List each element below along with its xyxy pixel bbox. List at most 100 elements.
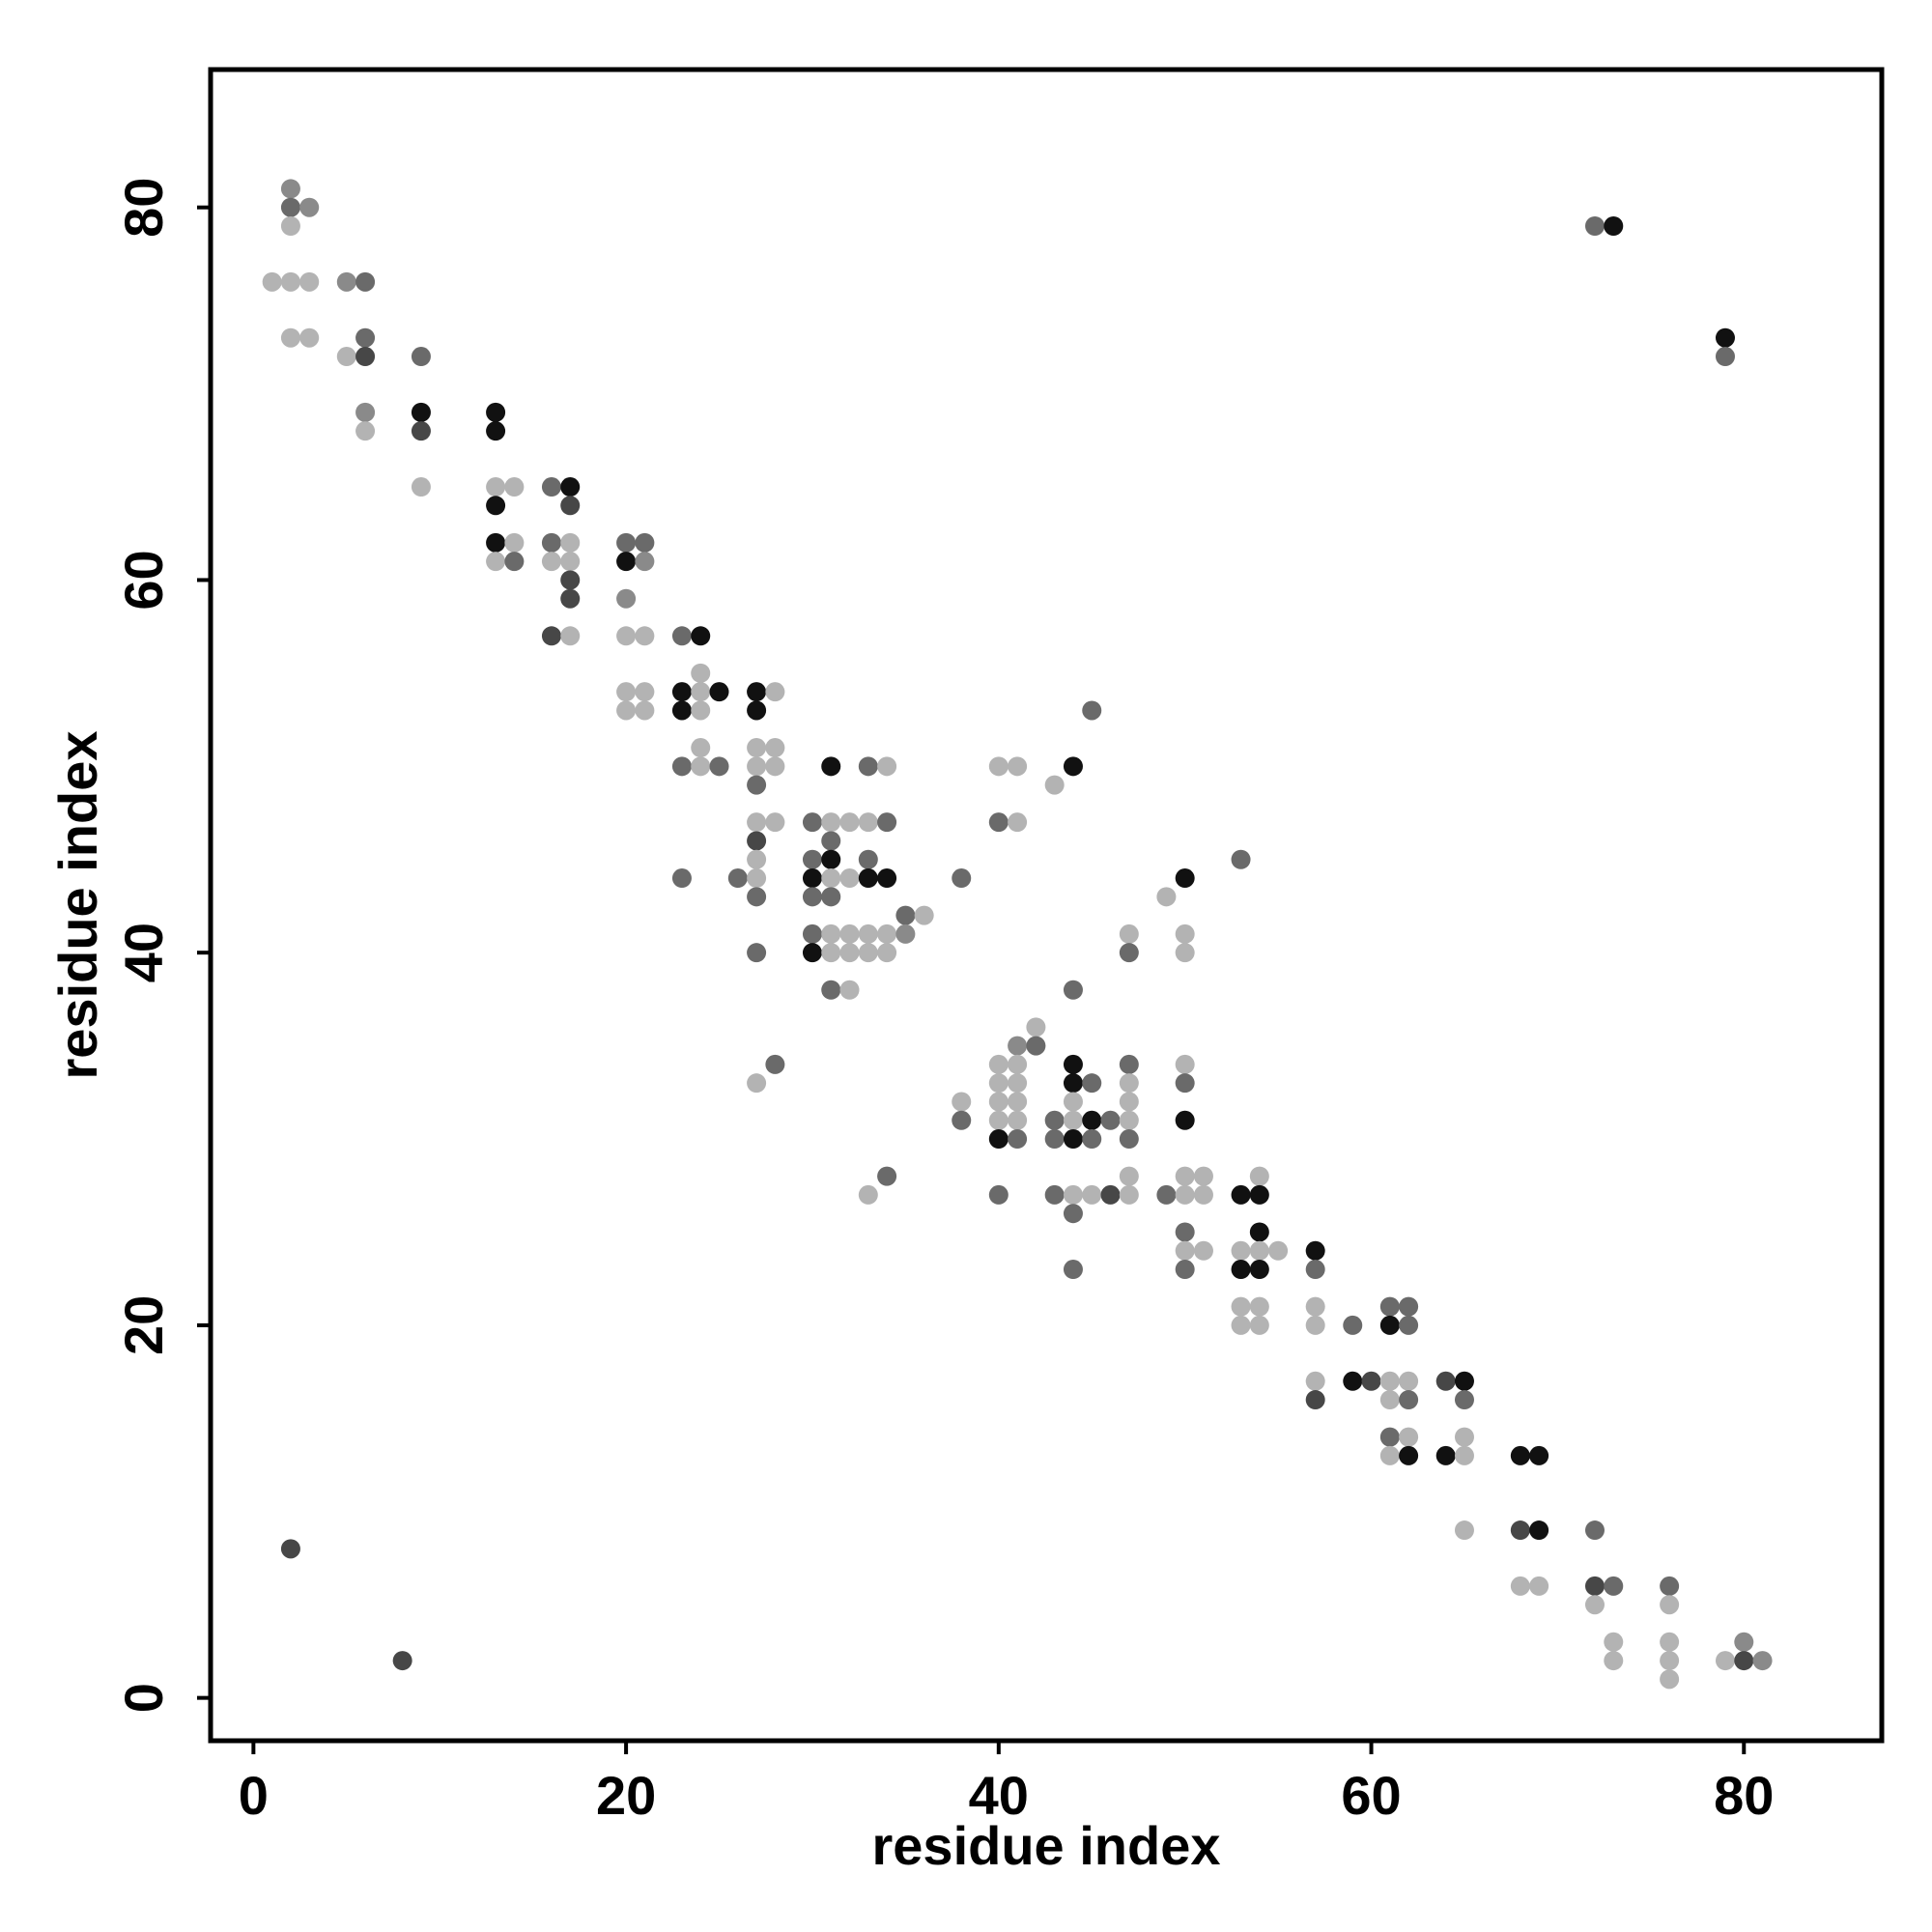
data-point	[1249, 1222, 1269, 1242]
data-point	[1119, 943, 1139, 963]
data-point	[1510, 1576, 1530, 1596]
data-point	[1119, 1129, 1139, 1150]
data-point	[541, 532, 561, 553]
data-point	[1399, 1390, 1419, 1410]
data-point	[765, 1054, 785, 1074]
data-point	[747, 831, 767, 851]
data-point	[988, 1184, 1009, 1205]
data-point	[1660, 1651, 1680, 1671]
data-point	[988, 1073, 1009, 1094]
data-point	[1379, 1371, 1400, 1391]
data-point	[839, 812, 860, 833]
data-point	[1343, 1315, 1363, 1335]
x-axis: 0 20 40 60 80	[239, 1741, 1774, 1826]
data-point	[858, 1184, 878, 1205]
data-point	[747, 756, 767, 777]
data-point	[1175, 1166, 1195, 1186]
data-point	[747, 887, 767, 907]
data-point	[877, 943, 897, 963]
data-point	[1119, 1073, 1139, 1094]
data-point	[541, 626, 561, 646]
data-point	[1305, 1260, 1325, 1280]
data-point	[1715, 347, 1735, 367]
data-point	[858, 943, 878, 963]
data-point	[1175, 923, 1195, 944]
data-point	[1100, 1110, 1121, 1130]
data-point	[1343, 1371, 1363, 1391]
data-point	[1063, 1073, 1083, 1094]
data-point	[802, 923, 822, 944]
data-point	[1175, 1222, 1195, 1242]
points-layer	[262, 179, 1773, 1690]
data-point	[1231, 1296, 1251, 1317]
data-point	[747, 812, 767, 833]
data-point	[1584, 1595, 1605, 1615]
data-point	[691, 756, 711, 777]
data-point	[280, 327, 300, 348]
data-point	[1715, 1651, 1735, 1671]
data-point	[821, 943, 841, 963]
data-point	[1175, 943, 1195, 963]
y-tick-label: 20	[113, 1295, 174, 1355]
data-point	[1379, 1315, 1400, 1335]
data-point	[1119, 923, 1139, 944]
data-point	[1399, 1445, 1419, 1465]
data-point	[747, 849, 767, 869]
data-point	[355, 327, 376, 348]
data-point	[1008, 1036, 1028, 1056]
data-point	[262, 271, 282, 292]
data-point	[988, 1129, 1009, 1150]
data-point	[504, 477, 525, 497]
data-point	[691, 682, 711, 702]
data-point	[671, 756, 692, 777]
data-point	[635, 532, 655, 553]
data-point	[671, 682, 692, 702]
data-point	[1454, 1520, 1474, 1541]
data-point	[560, 588, 581, 609]
data-point	[560, 552, 581, 572]
data-point	[1119, 1054, 1139, 1074]
data-point	[802, 943, 822, 963]
data-point	[486, 477, 506, 497]
data-point	[1119, 1092, 1139, 1112]
data-point	[1604, 1651, 1624, 1671]
data-point	[504, 532, 525, 553]
data-point	[858, 868, 878, 889]
data-point	[1660, 1669, 1680, 1690]
data-point	[560, 570, 581, 590]
data-point	[858, 756, 878, 777]
data-point	[1715, 327, 1735, 348]
data-point	[1249, 1166, 1269, 1186]
data-point	[821, 849, 841, 869]
data-point	[1268, 1240, 1289, 1261]
data-point	[1008, 1129, 1028, 1150]
data-point	[411, 421, 431, 441]
data-point	[727, 868, 748, 889]
data-point	[1008, 756, 1028, 777]
data-point	[1063, 1260, 1083, 1280]
data-point	[1660, 1576, 1680, 1596]
data-point	[1435, 1445, 1456, 1465]
data-point	[411, 477, 431, 497]
data-point	[1379, 1296, 1400, 1317]
data-point	[616, 588, 637, 609]
data-point	[747, 738, 767, 758]
data-point	[1044, 1110, 1065, 1130]
data-point	[1454, 1390, 1474, 1410]
data-point	[765, 682, 785, 702]
data-point	[280, 271, 300, 292]
data-point	[691, 738, 711, 758]
data-point	[486, 402, 506, 422]
data-point	[765, 738, 785, 758]
data-point	[877, 756, 897, 777]
data-point	[1399, 1427, 1419, 1447]
data-point	[1193, 1184, 1213, 1205]
data-point	[821, 923, 841, 944]
data-point	[1529, 1576, 1549, 1596]
data-point	[1305, 1390, 1325, 1410]
data-point	[1231, 1240, 1251, 1261]
data-point	[671, 626, 692, 646]
data-point	[1399, 1315, 1419, 1335]
data-point	[1249, 1184, 1269, 1205]
